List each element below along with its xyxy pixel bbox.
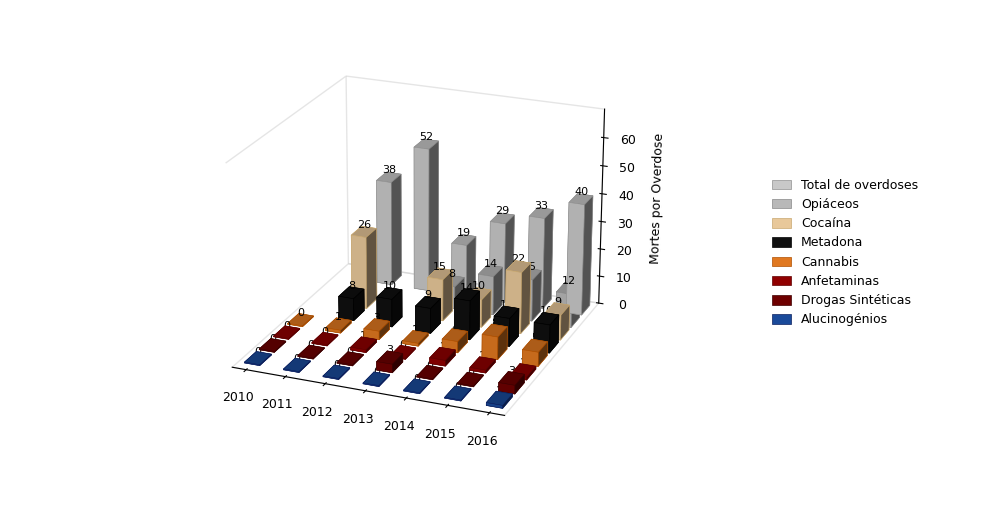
Legend: Total de overdoses, Opiáceos, Cocaína, Metadona, Cannabis, Anfetaminas, Drogas S: Total de overdoses, Opiáceos, Cocaína, M… (767, 174, 923, 331)
